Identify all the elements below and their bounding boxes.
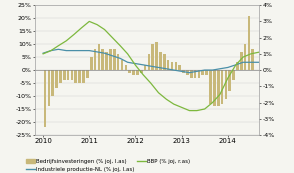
Bar [151,44,154,70]
Bar [117,54,119,70]
Bar [94,49,96,70]
Bar [67,70,69,80]
Bar [163,54,166,70]
Bar [167,60,169,70]
Bar [225,70,227,99]
Bar [251,49,254,70]
Bar [105,52,108,70]
Bar [217,70,220,106]
Bar [63,70,66,80]
Bar [190,70,193,78]
Bar [101,49,104,70]
Bar [148,54,150,70]
Bar [221,70,223,104]
Bar [159,52,162,70]
Bar [48,70,50,106]
Bar [244,44,246,70]
Bar [71,70,73,80]
Bar [201,70,204,75]
Bar [228,70,231,91]
Bar [55,70,58,88]
Bar [236,62,239,70]
Bar [186,70,189,75]
Bar [86,70,89,78]
Bar [74,70,77,83]
Bar [205,70,208,75]
Bar [78,70,81,83]
Bar [121,60,123,70]
Bar [155,42,158,70]
Bar [171,62,173,70]
Bar [132,70,135,75]
Bar [51,70,54,96]
Bar [140,70,143,73]
Bar [98,44,100,70]
Bar [209,70,212,104]
Bar [178,65,181,70]
Bar [128,70,131,73]
Bar [232,70,235,80]
Bar [136,70,139,75]
Bar [144,65,146,70]
Bar [248,16,250,70]
Bar [90,57,93,70]
Bar [182,70,185,73]
Bar [44,70,46,127]
Bar [113,49,116,70]
Bar [175,62,177,70]
Bar [240,52,243,70]
Bar [59,70,62,83]
Bar [109,49,112,70]
Bar [198,70,200,78]
Bar [194,70,196,78]
Bar [125,65,127,70]
Bar [82,70,85,83]
Bar [213,70,216,106]
Legend: Bedrijfsinvesteringen (% joj, l.as), Industriele productie-NL (% joj, l.as), BBP: Bedrijfsinvesteringen (% joj, l.as), Ind… [26,159,191,172]
